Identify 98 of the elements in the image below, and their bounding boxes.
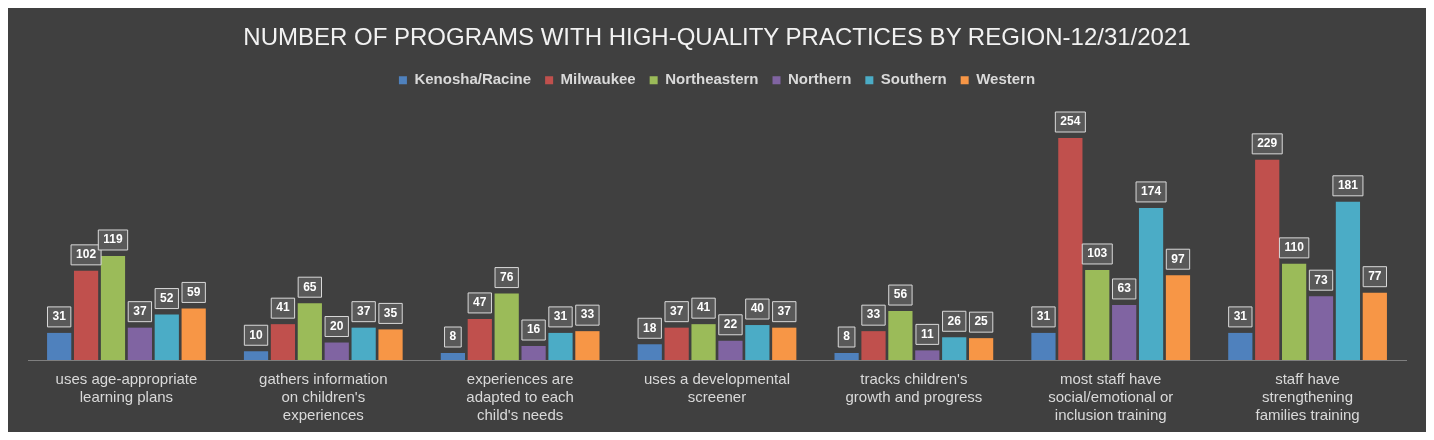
bar (521, 346, 546, 360)
data-label: 181 (1337, 178, 1359, 193)
x-tick-label: experiences are adapted to each child's needs (466, 370, 574, 424)
data-label: 33 (580, 307, 595, 322)
data-label: 20 (330, 318, 344, 333)
data-label: 59 (187, 284, 201, 299)
data-label: 31 (1233, 309, 1248, 324)
bar (440, 353, 465, 360)
data-label: 25 (974, 314, 989, 329)
data-label: 31 (553, 309, 568, 324)
bar (1112, 304, 1137, 360)
data-label: 16 (526, 322, 541, 337)
data-label: 10 (249, 327, 264, 342)
bar (888, 311, 913, 360)
data-label: 229 (1257, 136, 1278, 151)
data-label: 31 (1036, 309, 1051, 324)
x-tick-label: uses a developmental screener (644, 370, 790, 406)
data-label: 26 (947, 313, 962, 328)
data-label: 40 (750, 301, 765, 316)
data-label: 56 (893, 287, 908, 302)
data-label: 18 (643, 320, 657, 335)
data-label: 65 (303, 279, 317, 294)
data-label: 31 (52, 309, 67, 324)
bar (73, 270, 99, 360)
data-label: 41 (696, 300, 711, 315)
bar (270, 324, 296, 360)
data-label: 174 (1141, 184, 1162, 199)
bar (1362, 292, 1387, 360)
bar (324, 342, 349, 360)
data-label: 37 (777, 303, 792, 318)
legend-label: Northern (788, 70, 852, 88)
data-label: 102 (76, 247, 97, 262)
bar (243, 351, 269, 360)
bar (1138, 207, 1164, 360)
x-tick-label: tracks children's growth and progress (845, 370, 983, 406)
data-label: 119 (103, 232, 123, 247)
data-label: 35 (383, 305, 398, 320)
data-label: 77 (1368, 269, 1382, 284)
bar (1308, 296, 1334, 360)
bar (127, 327, 152, 360)
bar (772, 327, 797, 360)
bar (745, 325, 770, 360)
bar (548, 332, 573, 360)
bar (351, 327, 376, 360)
x-tick-label: gathers information on children's experiences (259, 370, 388, 424)
bar (494, 293, 519, 360)
data-label: 41 (276, 300, 290, 315)
bar (1165, 275, 1191, 360)
data-label: 11 (920, 326, 934, 341)
bar (691, 324, 716, 360)
bar (718, 340, 743, 360)
x-tick-label: most staff have social/emotional or inclusion training (1048, 370, 1174, 424)
data-label: 52 (160, 290, 174, 305)
data-label: 8 (843, 329, 851, 344)
chart-title: NUMBER OF PROGRAMS WITH HIGH-QUALITY PRACTICES BY REGION-12/31/2021 (243, 23, 1191, 51)
bar (1031, 332, 1056, 360)
legend-label: Milwaukee (560, 70, 636, 88)
bar (1282, 263, 1307, 360)
bar (637, 344, 662, 360)
bar (378, 329, 403, 360)
data-label: 73 (1314, 272, 1329, 287)
bar (1228, 332, 1253, 360)
data-label: 8 (449, 329, 457, 344)
data-label: 37 (356, 303, 371, 318)
bar (942, 337, 967, 360)
data-label: 254 (1060, 114, 1081, 129)
bar (1085, 269, 1110, 360)
data-label: 37 (133, 303, 147, 318)
bar (664, 327, 689, 360)
x-tick-label: staff have strengthening families training (1255, 370, 1360, 424)
legend-label: Southern (880, 70, 947, 88)
bar (154, 314, 179, 360)
data-label: 33 (866, 307, 881, 322)
bar (915, 350, 940, 360)
bar (861, 331, 886, 360)
data-label: 110 (1284, 240, 1305, 255)
legend-label: Northeastern (665, 70, 759, 88)
data-label: 47 (473, 295, 487, 310)
bar (100, 255, 126, 360)
bar (467, 318, 492, 360)
data-label: 22 (723, 317, 738, 332)
bar (297, 303, 322, 360)
legend-label: Kenosha/Racine (414, 70, 532, 88)
bar (969, 338, 994, 360)
bar (1335, 201, 1361, 360)
legend-label: Western (976, 70, 1036, 88)
bar (834, 353, 859, 360)
bar (181, 308, 206, 360)
data-label: 97 (1171, 251, 1185, 266)
data-label: 103 (1087, 246, 1108, 261)
data-label: 76 (500, 269, 514, 284)
x-tick-label: uses age-appropriate learning plans (55, 370, 198, 406)
bar (1255, 159, 1280, 360)
data-label: 63 (1117, 281, 1132, 296)
data-label: 37 (669, 303, 684, 318)
bar (575, 331, 600, 360)
bar (47, 332, 72, 360)
bar (1058, 138, 1083, 360)
